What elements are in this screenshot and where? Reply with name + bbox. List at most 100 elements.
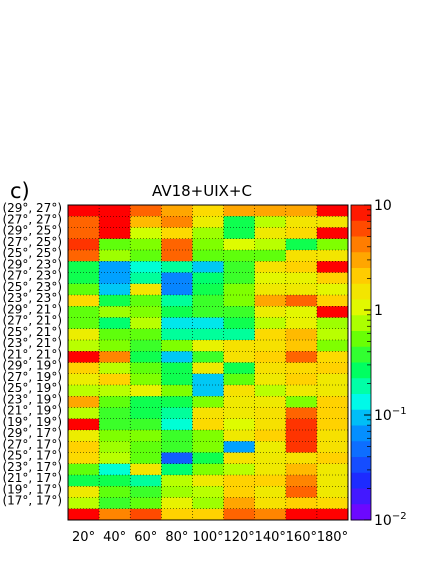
heatmap-cell	[192, 205, 224, 217]
heatmap-cell	[285, 407, 318, 420]
heatmap-cell	[161, 261, 193, 273]
heatmap-cell	[254, 385, 287, 397]
colorbar-segment	[351, 283, 371, 300]
heatmap-cell	[223, 441, 256, 453]
colorbar-segment	[351, 331, 371, 348]
plot-frame	[67, 204, 349, 521]
heatmap-cell	[68, 418, 100, 431]
heatmap-cell	[192, 340, 224, 352]
heatmap-cell	[223, 317, 256, 330]
heatmap-cells	[68, 205, 349, 521]
heatmap-cell	[285, 250, 318, 262]
heatmap-cell	[68, 295, 100, 307]
heatmap-cell	[161, 283, 193, 296]
heatmap-cell	[254, 283, 287, 296]
heatmap-cell	[192, 351, 224, 363]
heatmap-cell	[316, 407, 349, 420]
heatmap-cell	[99, 486, 131, 498]
heatmap-cell	[254, 216, 287, 228]
heatmap-cell	[68, 486, 100, 498]
heatmap-cell	[223, 205, 256, 217]
heatmap-cell	[68, 430, 100, 442]
heatmap-cell	[99, 261, 131, 273]
y-tick-label: (19°, 19°)	[2, 415, 62, 429]
heatmap-cell	[254, 227, 287, 240]
heatmap-cell	[285, 317, 318, 330]
heatmap-cell	[285, 227, 318, 240]
heatmap-cell	[285, 261, 318, 273]
heatmap-cell	[99, 238, 131, 251]
x-tick-label: 140°	[255, 530, 286, 545]
heatmap-cell	[68, 250, 100, 262]
heatmap-cell	[285, 475, 318, 487]
colorbar-tick-label: 10−2	[374, 511, 407, 529]
heatmap-cell	[254, 306, 287, 318]
heatmap-cell	[130, 227, 162, 240]
heatmap-cell	[161, 362, 193, 375]
heatmap-cell	[161, 396, 193, 408]
colorbar-segment	[351, 299, 371, 316]
x-tick-labels: 20° 40° 60° 80° 100° 120° 140° 160° 180°	[72, 530, 348, 545]
y-tick-label: (29°, 21°)	[2, 302, 62, 316]
heatmap-cell	[130, 362, 162, 375]
colorbar-segment	[351, 315, 371, 332]
heatmap-cell	[316, 227, 349, 240]
heatmap-cell	[285, 441, 318, 453]
heatmap-cell	[161, 272, 193, 285]
heatmap-cell	[161, 295, 193, 307]
heatmap-cell	[192, 362, 224, 375]
heatmap-cell	[130, 407, 162, 420]
colorbar-frame	[350, 204, 372, 521]
colorbar-segment	[351, 268, 371, 285]
heatmap-cell	[68, 441, 100, 453]
heatmap-cell	[285, 238, 318, 251]
heatmap-cell	[254, 463, 287, 476]
heatmap-cell	[223, 362, 256, 375]
heatmap-cell	[99, 283, 131, 296]
heatmap-cell	[223, 306, 256, 318]
heatmap-cell	[254, 497, 287, 510]
y-tick-label: (27°, 17°)	[2, 437, 62, 451]
heatmap-cell	[99, 508, 131, 521]
colorbar-segment	[351, 441, 371, 458]
x-tick-label: 20°	[72, 530, 95, 545]
y-tick-label: (25°, 17°)	[2, 449, 62, 463]
y-tick-label: (29°, 23°)	[2, 257, 62, 271]
heatmap-cell	[316, 317, 349, 330]
heatmap-cell	[192, 430, 224, 442]
heatmap-cell	[254, 407, 287, 420]
heatmap-cell	[161, 418, 193, 431]
heatmap-cell	[254, 250, 287, 262]
heatmap-cell	[68, 227, 100, 240]
heatmap-cell	[161, 306, 193, 318]
heatmap-cell	[316, 441, 349, 453]
colorbar-tick-labels: 10 1 10−1 10−2	[364, 198, 407, 529]
heatmap-cell	[130, 340, 162, 352]
heatmap-cell	[99, 407, 131, 420]
heatmap-cell	[130, 373, 162, 386]
heatmap-cell	[223, 238, 256, 251]
heatmap-cell	[316, 261, 349, 273]
heatmap-cell	[254, 272, 287, 285]
heatmap-cell	[99, 317, 131, 330]
heatmap-cell	[254, 452, 287, 465]
heatmap-cell	[254, 317, 287, 330]
heatmap-cell	[130, 272, 162, 285]
heatmap-cell	[161, 227, 193, 240]
colorbar-tick-label: 1	[374, 303, 383, 319]
colorbar-segment	[351, 362, 371, 379]
heatmap-cell	[68, 283, 100, 296]
y-tick-label: (23°, 23°)	[2, 291, 62, 305]
x-tick-label: 80°	[165, 530, 188, 545]
heatmap-cell	[192, 261, 224, 273]
heatmap-cell	[99, 216, 131, 228]
heatmap-cell	[130, 385, 162, 397]
heatmap-cell	[99, 272, 131, 285]
heatmap-cell	[130, 475, 162, 487]
y-tick-label: (23°, 21°)	[2, 336, 62, 350]
heatmap-cell	[68, 340, 100, 352]
heatmap-cell	[68, 261, 100, 273]
colorbar-tick-label: 10−1	[374, 406, 407, 424]
heatmap-cell	[161, 486, 193, 498]
heatmap-cell	[99, 418, 131, 431]
